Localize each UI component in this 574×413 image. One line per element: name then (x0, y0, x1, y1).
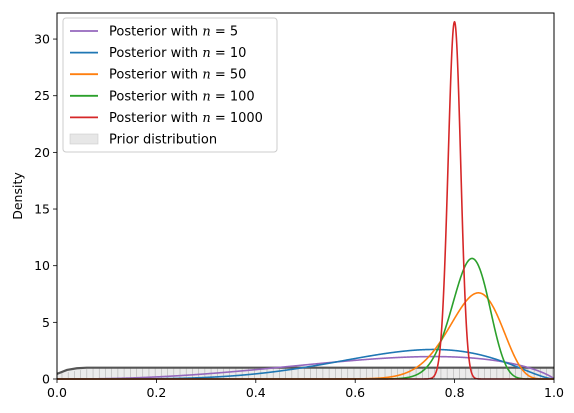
legend-box (62, 17, 278, 153)
x-axis: 0.0 0.2 0.4 0.6 0.8 1.0 (47, 379, 564, 400)
y-axis: 0 5 10 15 20 25 30 (34, 32, 57, 387)
prior-line (56, 366, 554, 375)
plot-frame (56, 12, 555, 380)
y-tick-label: 20 (34, 145, 50, 160)
x-tick-label: 0.2 (146, 385, 166, 400)
legend-label: Posterior with n = 50 (109, 68, 246, 83)
y-tick-label: 0 (42, 372, 50, 387)
series-line-1 (56, 355, 555, 380)
legend: Posterior with n = 5 Posterior with n = 1… (62, 17, 278, 153)
legend-label: Posterior with n = 1000 (109, 111, 263, 126)
series-line-4 (56, 257, 555, 380)
legend-label: Posterior with n = 5 (109, 25, 238, 40)
y-tick-label: 5 (42, 315, 50, 330)
x-tick-label: 0.4 (246, 385, 266, 400)
legend-swatch-prior (69, 133, 99, 145)
x-tick-label: 0.8 (445, 385, 465, 400)
series-line-3 (56, 292, 555, 380)
y-tick-label: 30 (34, 32, 50, 47)
x-tick-label: 0.0 (47, 385, 67, 400)
x-tick-label: 0.6 (345, 385, 365, 400)
y-tick-label: 15 (34, 202, 50, 217)
x-tick-label: 1.0 (544, 385, 564, 400)
legend-label-prior: Prior distribution (109, 133, 217, 148)
y-axis-label: Density (10, 172, 25, 220)
legend-label: Posterior with n = 100 (109, 89, 255, 104)
y-tick-label: 10 (34, 258, 50, 273)
legend-label: Posterior with n = 10 (109, 46, 246, 61)
y-tick-label: 25 (34, 88, 50, 103)
